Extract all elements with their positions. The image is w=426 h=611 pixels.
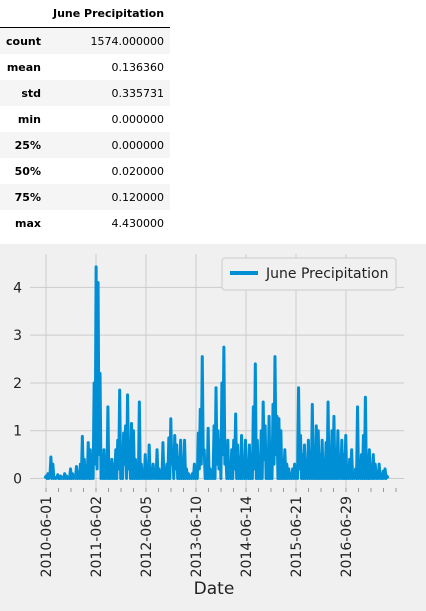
row-label: max <box>15 216 41 230</box>
x-tick-label: 2012-06-05 <box>139 496 155 577</box>
row-label: min <box>17 112 41 126</box>
row-label: std <box>21 86 41 100</box>
x-tick-labels: 2010-06-01 2011-06-02 2012-06-05 2013-06-10… <box>39 496 355 577</box>
y-tick-label: 0 <box>13 471 22 487</box>
row-value: 0.020000 <box>111 164 165 178</box>
table-row: mean 0.136360 <box>0 54 170 80</box>
row-label: 25% <box>14 138 41 152</box>
row-label: mean <box>6 60 41 74</box>
y-tick-labels: 0 1 2 3 4 <box>13 280 22 487</box>
table-row: 75% 0.120000 <box>0 184 171 210</box>
x-tick-label: 2011-06-02 <box>89 496 105 577</box>
table-body: count 1574.000000 mean 0.136360 std 0.335731 m… <box>0 27 171 237</box>
series-layer <box>43 265 390 480</box>
row-value: 0.120000 <box>111 190 165 204</box>
chart-legend: June Precipitation <box>221 257 397 291</box>
precipitation-line-chart: 0 1 2 3 4 2010-06-01 2011-06-02 2012-06-05 2013… <box>0 244 426 611</box>
x-axis-label: Date <box>194 579 235 599</box>
table-row: 25% 0.000000 <box>0 132 171 158</box>
x-tick-label: 2015-06-21 <box>289 496 305 577</box>
table-row: count 1574.000000 <box>0 27 171 54</box>
y-tick-label: 3 <box>13 328 22 344</box>
table-row: std 0.335731 <box>0 80 171 106</box>
y-tick-label: 1 <box>13 424 22 440</box>
x-tick-label: 2016-06-29 <box>339 496 355 577</box>
x-tick-label: 2013-06-10 <box>189 496 205 577</box>
row-label: 75% <box>14 190 41 204</box>
x-tick-label: 2014-06-14 <box>239 496 255 577</box>
row-value: 1574.000000 <box>90 34 165 48</box>
legend-box <box>221 257 397 291</box>
row-label: 50% <box>14 164 41 178</box>
table-header-row: June Precipitation <box>0 0 171 28</box>
row-value: 4.430000 <box>111 216 165 230</box>
series-line-june-precipitation <box>43 265 390 480</box>
row-value: 0.136360 <box>111 60 165 74</box>
table-corner-cell <box>0 0 47 28</box>
row-value: 0.000000 <box>111 112 165 126</box>
x-tick-label: 2010-06-01 <box>39 496 55 577</box>
column-header-june-precipitation: June Precipitation <box>47 0 171 28</box>
table-row: min 0.000000 <box>0 106 170 132</box>
y-tick-label: 4 <box>13 280 22 296</box>
table-row: 50% 0.020000 <box>0 158 170 184</box>
row-label: count <box>6 34 41 48</box>
legend-label-june-precipitation: June Precipitation <box>265 266 388 282</box>
row-value: 0.000000 <box>111 138 165 152</box>
row-value: 0.335731 <box>111 86 165 100</box>
summary-stats-table: June Precipitation count 1574.000000 mean 0… <box>0 0 171 237</box>
table-row: max 4.430000 <box>0 210 170 236</box>
y-tick-label: 2 <box>13 376 22 392</box>
